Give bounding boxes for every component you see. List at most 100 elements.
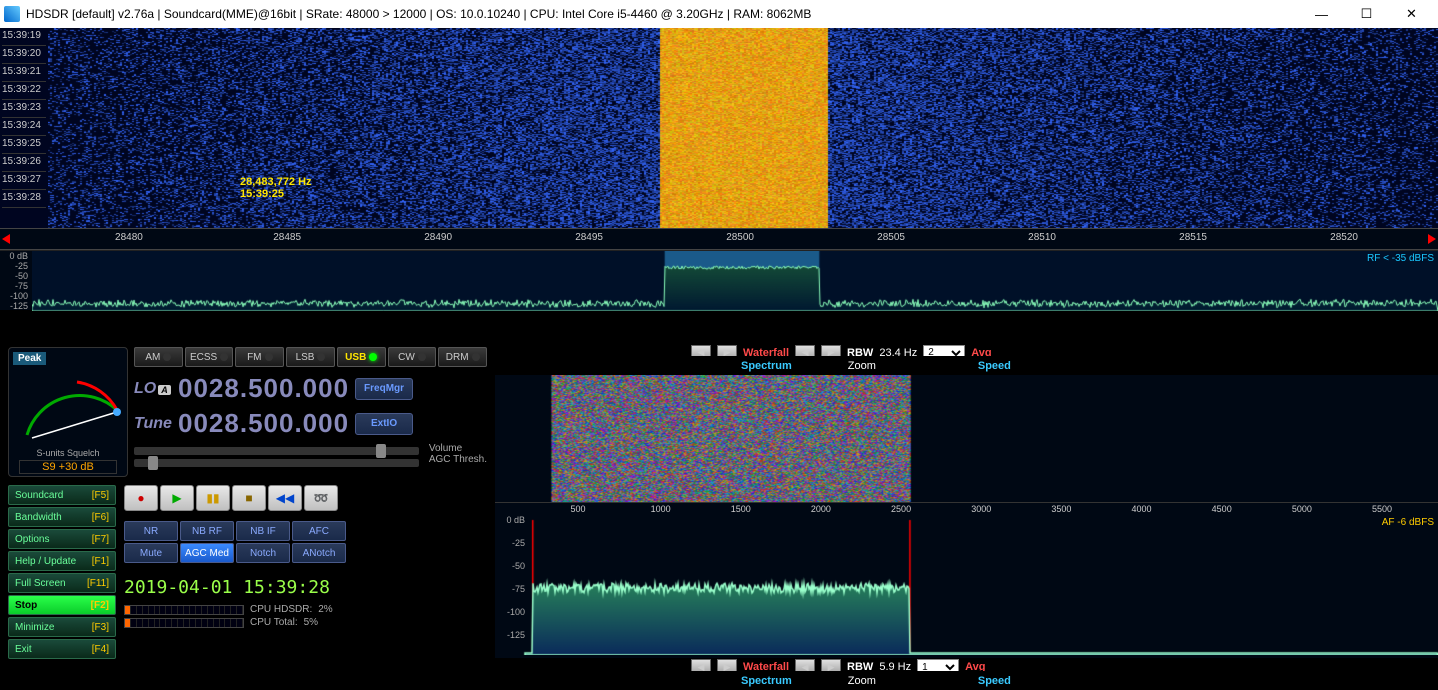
freq-tick: 28490: [424, 232, 452, 243]
freq-tick: 28515: [1179, 232, 1207, 243]
mode-ecss[interactable]: ECSS: [185, 347, 234, 367]
tune-slider[interactable]: [134, 447, 419, 455]
transport-record[interactable]: ●: [124, 485, 158, 511]
cpu-total-bar: [124, 618, 244, 628]
af-tick: 3500: [1051, 504, 1071, 514]
af-tick: 2000: [811, 504, 831, 514]
smeter-value: S9 +30 dB: [19, 460, 117, 474]
tune-frequency[interactable]: 0028.500.000: [178, 408, 349, 439]
transport-rewind[interactable]: ◀◀: [268, 485, 302, 511]
transport-play[interactable]: ▶: [160, 485, 194, 511]
menu-stop[interactable]: Stop[F2]: [8, 595, 116, 615]
mode-cw[interactable]: CW: [388, 347, 437, 367]
af-speed-label[interactable]: Speed: [978, 360, 1011, 372]
tune-label: Tune: [134, 415, 172, 433]
menu-minimize[interactable]: Minimize[F3]: [8, 617, 116, 637]
rf-waterfall[interactable]: 15:39:1915:39:2015:39:2115:39:2215:39:23…: [0, 28, 1438, 228]
menu-exit[interactable]: Exit[F4]: [8, 639, 116, 659]
freq-tick: 28520: [1330, 232, 1358, 243]
menu-options[interactable]: Options[F7]: [8, 529, 116, 549]
transport-loop[interactable]: ➿: [304, 485, 338, 511]
af-tick: 5000: [1292, 504, 1312, 514]
af-bottom-sub: Spectrum Zoom Speed: [495, 671, 1438, 690]
rf-spectrum[interactable]: 0 dB-25-50-75-100-125 RF < -35 dBFS: [0, 250, 1438, 310]
af-tick: 2500: [891, 504, 911, 514]
af-spectrum-label[interactable]: Spectrum: [741, 360, 792, 372]
menu-soundcard[interactable]: Soundcard[F5]: [8, 485, 116, 505]
transport-controls: ●▶▮▮■◀◀➿: [124, 485, 374, 511]
noise-nr[interactable]: NR: [124, 521, 178, 541]
freqmgr-button[interactable]: FreqMgr: [355, 378, 413, 400]
cpu-hdsdr-label: CPU HDSDR:: [250, 604, 312, 615]
af-tick: 5500: [1372, 504, 1392, 514]
window-title: HDSDR [default] v2.76a | Soundcard(MME)@…: [26, 7, 1299, 21]
freq-tick: 28480: [115, 232, 143, 243]
mode-am[interactable]: AM: [134, 347, 183, 367]
s-meter[interactable]: Peak S-units Squelch S9 +30 dB: [8, 347, 128, 477]
time-label: 15:39:24: [2, 118, 46, 136]
noise-buttons: NRNB RFNB IFAFC MuteAGC MedNotchANotch: [124, 521, 374, 563]
noise-anotch[interactable]: ANotch: [292, 543, 346, 563]
noise-nb-if[interactable]: NB IF: [236, 521, 290, 541]
af-tick: 4500: [1212, 504, 1232, 514]
time-label: 15:39:25: [2, 136, 46, 154]
time-label: 15:39:27: [2, 172, 46, 190]
menu-buttons: Soundcard[F5]Bandwidth[F6]Options[F7]Hel…: [8, 485, 116, 659]
close-button[interactable]: ✕: [1389, 0, 1434, 28]
time-label: 15:39:22: [2, 82, 46, 100]
cpu-hdsdr-val: 2%: [318, 604, 332, 615]
freq-scroll-right-icon[interactable]: [1428, 234, 1436, 244]
freq-tick: 28495: [575, 232, 603, 243]
mode-selector: AMECSSFMLSBUSBCWDRM: [134, 347, 487, 367]
cpu-total-val: 5%: [304, 617, 318, 628]
noise-afc[interactable]: AFC: [292, 521, 346, 541]
af-bot-spectrum-label[interactable]: Spectrum: [741, 675, 792, 687]
time-label: 15:39:19: [2, 28, 46, 46]
transport-stop[interactable]: ■: [232, 485, 266, 511]
af-waterfall[interactable]: [495, 375, 1438, 502]
time-label: 15:39:28: [2, 190, 46, 208]
af-bot-speed-label[interactable]: Speed: [978, 675, 1011, 687]
af-frequency-ruler[interactable]: 5001000150020002500300035004000450050005…: [495, 502, 1438, 515]
mode-lsb[interactable]: LSB: [286, 347, 335, 367]
cpu-total-label: CPU Total:: [250, 617, 298, 628]
time-label: 15:39:21: [2, 64, 46, 82]
volume-slider[interactable]: [134, 459, 419, 467]
freq-tick: 28505: [877, 232, 905, 243]
titlebar: HDSDR [default] v2.76a | Soundcard(MME)@…: [0, 0, 1438, 28]
af-status: AF -6 dBFS: [1382, 517, 1434, 528]
mode-usb[interactable]: USB: [337, 347, 386, 367]
mode-drm[interactable]: DRM: [438, 347, 487, 367]
app-icon: [4, 6, 20, 22]
noise-nb-rf[interactable]: NB RF: [180, 521, 234, 541]
frequency-marker: 28,483,772 Hz 15:39:25: [240, 176, 312, 200]
menu-full-screen[interactable]: Full Screen[F11]: [8, 573, 116, 593]
minimize-button[interactable]: —: [1299, 0, 1344, 28]
waterfall-time-labels: 15:39:1915:39:2015:39:2115:39:2215:39:23…: [2, 28, 46, 208]
noise-agc-med[interactable]: AGC Med: [180, 543, 234, 563]
cpu-hdsdr-bar: [124, 605, 244, 615]
extio-button[interactable]: ExtIO: [355, 413, 413, 435]
noise-notch[interactable]: Notch: [236, 543, 290, 563]
time-label: 15:39:23: [2, 100, 46, 118]
maximize-button[interactable]: ☐: [1344, 0, 1389, 28]
rf-frequency-ruler[interactable]: 2848028485284902849528500285052851028515…: [0, 228, 1438, 250]
datetime: 2019-04-01 15:39:28: [124, 577, 374, 598]
af-tick: 4000: [1132, 504, 1152, 514]
menu-bandwidth[interactable]: Bandwidth[F6]: [8, 507, 116, 527]
transport-pause[interactable]: ▮▮: [196, 485, 230, 511]
mode-fm[interactable]: FM: [235, 347, 284, 367]
smeter-units: S-units Squelch: [9, 448, 127, 458]
af-tick: 500: [570, 504, 585, 514]
menu-help---update[interactable]: Help / Update[F1]: [8, 551, 116, 571]
control-panel: Peak S-units Squelch S9 +30 dB AMECSSFML…: [0, 343, 495, 690]
time-label: 15:39:26: [2, 154, 46, 172]
freq-tick: 28510: [1028, 232, 1056, 243]
freq-scroll-left-icon[interactable]: [2, 234, 10, 244]
freq-tick: 28500: [726, 232, 754, 243]
time-label: 15:39:20: [2, 46, 46, 64]
noise-mute[interactable]: Mute: [124, 543, 178, 563]
af-spectrum[interactable]: 0 dB-25-50-75-100-125 AF -6 dBFS: [495, 515, 1438, 658]
rf-status: RF < -35 dBFS: [1367, 253, 1434, 264]
lo-frequency[interactable]: 0028.500.000: [178, 373, 349, 404]
